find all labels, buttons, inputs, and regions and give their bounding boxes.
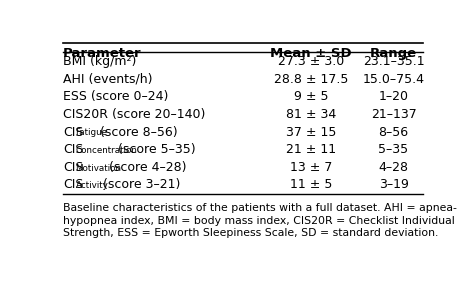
Text: AHI (events/h): AHI (events/h) xyxy=(63,73,153,86)
Text: 4–28: 4–28 xyxy=(379,161,409,174)
Text: Concentration: Concentration xyxy=(75,146,137,155)
Text: Motivation: Motivation xyxy=(75,164,122,173)
Text: CIS: CIS xyxy=(63,161,83,174)
Text: 15.0–75.4: 15.0–75.4 xyxy=(363,73,425,86)
Text: 9 ± 5: 9 ± 5 xyxy=(293,90,328,103)
Text: 3–19: 3–19 xyxy=(379,178,409,191)
Text: Parameter: Parameter xyxy=(63,47,142,60)
Text: CIS: CIS xyxy=(63,143,83,156)
Text: 27.3 ± 3.0: 27.3 ± 3.0 xyxy=(278,55,344,68)
Text: 23.1–35.1: 23.1–35.1 xyxy=(363,55,424,68)
Text: Baseline characteristics of the patients with a full dataset. AHI = apnea-
hypop: Baseline characteristics of the patients… xyxy=(63,203,457,238)
Text: CIS20R (score 20–140): CIS20R (score 20–140) xyxy=(63,108,205,121)
Text: Range: Range xyxy=(370,47,417,60)
Text: ESS (score 0–24): ESS (score 0–24) xyxy=(63,90,168,103)
Text: 37 ± 15: 37 ± 15 xyxy=(286,126,336,138)
Text: 81 ± 34: 81 ± 34 xyxy=(286,108,336,121)
Text: BMI (kg/m²): BMI (kg/m²) xyxy=(63,55,137,68)
Text: CIS: CIS xyxy=(63,126,83,138)
Text: Activity: Activity xyxy=(75,181,109,190)
Text: 1–20: 1–20 xyxy=(379,90,409,103)
Text: 21–137: 21–137 xyxy=(371,108,417,121)
Text: (score 3–21): (score 3–21) xyxy=(99,178,181,191)
Text: CIS: CIS xyxy=(63,178,83,191)
Text: 5–35: 5–35 xyxy=(378,143,409,156)
Text: (score 4–28): (score 4–28) xyxy=(105,161,187,174)
Text: 11 ± 5: 11 ± 5 xyxy=(290,178,332,191)
Text: 28.8 ± 17.5: 28.8 ± 17.5 xyxy=(273,73,348,86)
Text: (score 5–35): (score 5–35) xyxy=(114,143,196,156)
Text: (score 8–56): (score 8–56) xyxy=(96,126,178,138)
Text: 21 ± 11: 21 ± 11 xyxy=(286,143,336,156)
Text: 8–56: 8–56 xyxy=(378,126,409,138)
Text: Mean ± SD: Mean ± SD xyxy=(270,47,352,60)
Text: 13 ± 7: 13 ± 7 xyxy=(290,161,332,174)
Text: Fatigue: Fatigue xyxy=(75,129,108,138)
